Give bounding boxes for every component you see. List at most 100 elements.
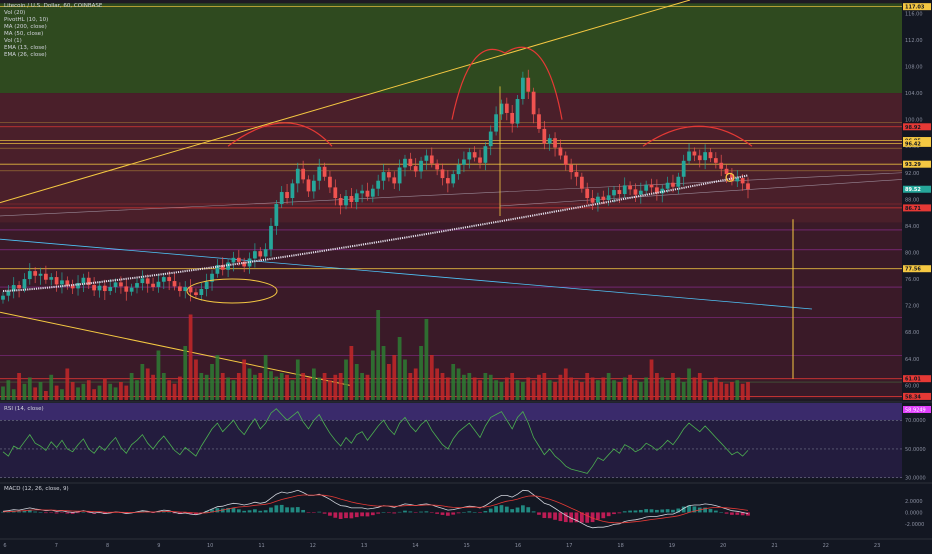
rsi-tick-label: 50.0000 xyxy=(905,447,926,453)
candle-body xyxy=(236,257,241,262)
volume-bar xyxy=(156,350,161,400)
volume-bar xyxy=(467,373,472,400)
rising-trendline xyxy=(0,0,691,204)
candle-body xyxy=(601,196,606,201)
macd-histogram-bar xyxy=(504,506,509,513)
candle-body xyxy=(456,164,461,175)
volume-bar xyxy=(531,380,536,400)
candle-body xyxy=(537,114,541,129)
volume-bar xyxy=(322,373,327,400)
volume-bar xyxy=(301,373,306,400)
volume-bar xyxy=(649,359,654,400)
macd-histogram-bar xyxy=(253,509,257,513)
candle-body xyxy=(290,183,295,199)
price-tag-label: 86.71 xyxy=(905,206,921,212)
volume-bar xyxy=(33,387,38,400)
candle-body xyxy=(467,152,472,160)
volume-bar xyxy=(172,383,177,400)
macd-histogram-bar xyxy=(419,511,423,513)
macd-histogram-bar xyxy=(295,507,300,513)
candle-body xyxy=(494,114,498,132)
candle-body xyxy=(247,258,252,267)
macd-histogram-bar xyxy=(445,512,450,516)
volume-bar xyxy=(247,368,252,400)
macd-histogram-bar xyxy=(236,509,241,513)
macd-histogram-bar xyxy=(54,512,59,514)
candle-body xyxy=(102,285,107,292)
volume-bar xyxy=(76,387,80,400)
candle-body xyxy=(6,291,11,296)
volume-bar xyxy=(419,346,423,400)
macd-histogram-bar xyxy=(392,512,397,514)
candle-body xyxy=(92,285,96,291)
candle-body xyxy=(161,277,166,282)
macd-histogram-bar xyxy=(601,512,606,519)
candle-body xyxy=(612,190,616,196)
candle-body xyxy=(338,198,343,206)
indicator-label: EMA (26, close) xyxy=(4,52,47,58)
candle-body xyxy=(274,203,279,226)
candle-body xyxy=(579,176,584,189)
volume-bar xyxy=(311,368,316,400)
macd-histogram-bar xyxy=(349,512,354,519)
candle-body xyxy=(1,295,5,300)
macd-histogram-bar xyxy=(408,511,413,513)
pattern-arc xyxy=(451,46,563,120)
x-tick-label: 8 xyxy=(106,543,109,549)
volume-bar xyxy=(92,389,96,400)
y-tick-label: 92.00 xyxy=(905,171,919,177)
candle-body xyxy=(60,280,64,285)
candle-body xyxy=(504,103,509,113)
candle-body xyxy=(167,277,172,282)
candle-body xyxy=(671,182,675,187)
volume-bar xyxy=(542,373,547,400)
volume-bar xyxy=(397,337,402,400)
macd-histogram-bar xyxy=(467,511,472,513)
macd-histogram-bar xyxy=(521,505,525,513)
indicator-label: MA (200, close) xyxy=(4,24,47,30)
candle-body xyxy=(44,273,48,280)
candle-body xyxy=(590,198,595,203)
candle-body xyxy=(381,172,386,181)
candle-body xyxy=(445,178,450,184)
volume-bar xyxy=(633,380,638,400)
volume-bar xyxy=(226,377,230,400)
volume-bar xyxy=(655,373,659,400)
macd-histogram-bar xyxy=(124,512,129,514)
volume-bar xyxy=(317,377,322,400)
candle-body xyxy=(86,277,91,286)
candle-body xyxy=(22,279,27,289)
macd-histogram-bar xyxy=(638,509,643,513)
macd-histogram-bar xyxy=(258,510,263,513)
price-tag-label: 58.34 xyxy=(905,394,921,400)
volume-bar xyxy=(387,364,391,400)
candle-body xyxy=(665,182,670,189)
candle-body xyxy=(569,164,574,173)
volume-bar xyxy=(285,374,289,400)
macd-histogram-bar xyxy=(376,512,381,514)
indicator-label: Vol (20) xyxy=(4,10,26,16)
volume-bar xyxy=(601,377,606,400)
candle-body xyxy=(740,178,745,184)
macd-histogram-bar xyxy=(65,512,70,514)
volume-bar xyxy=(108,383,113,400)
candle-body xyxy=(344,196,348,206)
x-tick-label: 7 xyxy=(55,543,58,549)
rsi-last-tag xyxy=(903,406,931,413)
candle-body xyxy=(183,287,188,292)
candle-body xyxy=(145,278,150,284)
volume-bar xyxy=(1,386,5,400)
volume-bar xyxy=(456,368,461,400)
macd-histogram-bar xyxy=(210,509,214,513)
candle-body xyxy=(542,128,547,144)
candle-body xyxy=(563,155,568,165)
candle-body xyxy=(156,281,161,288)
macd-histogram-bar xyxy=(542,512,547,518)
volume-bar xyxy=(253,374,257,400)
candle-body xyxy=(279,192,284,204)
candle-body xyxy=(628,185,632,190)
volume-bar xyxy=(204,374,209,400)
candle-body xyxy=(472,152,477,158)
